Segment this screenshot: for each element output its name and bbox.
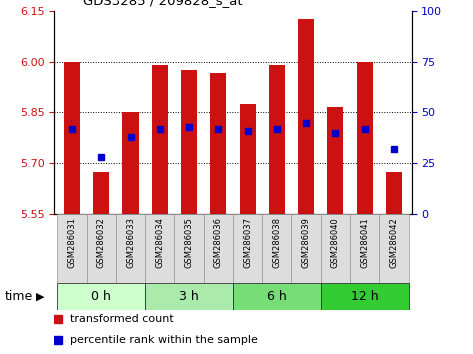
Bar [262,214,291,283]
Bar [64,62,80,214]
Text: 6 h: 6 h [267,290,287,303]
Bar [321,214,350,283]
Bar [123,113,139,214]
Text: GSM286034: GSM286034 [155,217,164,268]
Text: GSM286033: GSM286033 [126,217,135,268]
Text: GSM286038: GSM286038 [272,217,281,268]
Text: GSM286041: GSM286041 [360,217,369,268]
Text: percentile rank within the sample: percentile rank within the sample [70,335,258,345]
Bar [239,104,255,214]
Bar [57,283,145,310]
Bar [379,214,409,283]
Text: GSM286032: GSM286032 [97,217,106,268]
Bar [298,19,314,214]
Text: 0 h: 0 h [91,290,111,303]
Text: GSM286039: GSM286039 [302,217,311,268]
Bar [93,172,109,214]
Text: 3 h: 3 h [179,290,199,303]
Text: GSM286036: GSM286036 [214,217,223,268]
Bar [175,214,204,283]
Bar [291,214,321,283]
Bar [145,214,175,283]
Bar [386,172,402,214]
Bar [327,107,343,214]
Bar [357,62,373,214]
Text: GDS3285 / 209828_s_at: GDS3285 / 209828_s_at [83,0,243,7]
Bar [269,65,285,214]
Text: 12 h: 12 h [351,290,378,303]
Text: GSM286042: GSM286042 [389,217,398,268]
Text: GSM286031: GSM286031 [68,217,77,268]
Bar [116,214,145,283]
Bar [181,70,197,214]
Text: GSM286035: GSM286035 [184,217,193,268]
Text: time: time [5,290,33,303]
Bar [57,214,87,283]
Text: GSM286037: GSM286037 [243,217,252,268]
Bar [210,73,227,214]
Bar [152,65,168,214]
Bar [233,283,321,310]
Text: GSM286040: GSM286040 [331,217,340,268]
Bar [233,214,262,283]
Text: transformed count: transformed count [70,314,174,324]
Bar [204,214,233,283]
Text: ▶: ▶ [36,291,44,302]
Bar [321,283,409,310]
Bar [145,283,233,310]
Bar [350,214,379,283]
Bar [87,214,116,283]
